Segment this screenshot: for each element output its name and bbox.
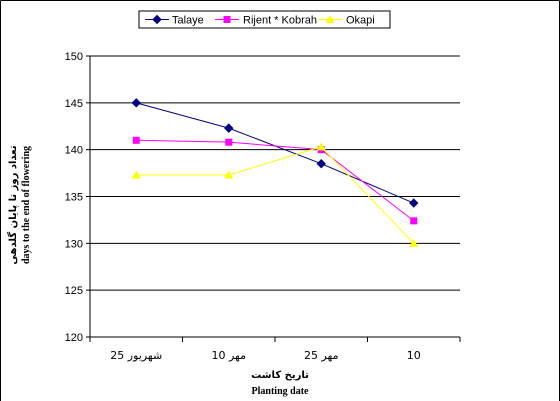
- data-point-talaye: [224, 123, 234, 133]
- x-tick-label: مهر 10: [211, 349, 246, 362]
- legend-marker-talaye: [152, 14, 162, 25]
- data-point-okapi: [409, 238, 419, 247]
- y-tick-label: 130: [65, 238, 83, 250]
- y-tick-label: 145: [65, 98, 83, 110]
- data-point-rijent-kobrah: [225, 138, 233, 146]
- y-tick-label: 135: [65, 192, 83, 204]
- legend-label-okapi: Okapi: [346, 15, 375, 27]
- y-tick-label: 140: [65, 145, 83, 157]
- legend: Talaye Rijent * Kobrah Okapi: [138, 10, 391, 29]
- x-axis-label-fa: تاریخ کاشت: [251, 370, 309, 381]
- y-axis-label-en: days to the end of flowering: [21, 146, 32, 264]
- x-tick-label: 10: [407, 349, 421, 362]
- data-point-okapi: [316, 142, 326, 151]
- plot-area: 120 125 130 135 140 145 150 شهریور 25 مهر 10 مهر …: [65, 51, 461, 362]
- legend-label-talaye: Talaye: [172, 15, 204, 27]
- y-axis-label-fa: تعداد روز تا پایان گلدهی: [6, 145, 19, 264]
- series-line-okapi: [136, 146, 415, 244]
- data-point-rijent-kobrah: [132, 136, 140, 144]
- x-tick-label: مهر 25: [304, 349, 339, 362]
- data-point-talaye: [409, 198, 419, 208]
- x-axis-label-en: Planting date: [252, 386, 310, 397]
- series-line-talaye: [136, 102, 414, 204]
- y-tick-label: 125: [65, 285, 83, 297]
- y-tick-label: 120: [65, 332, 83, 344]
- data-point-rijent-kobrah: [410, 217, 418, 225]
- data-point-talaye: [131, 98, 141, 108]
- data-point-talaye: [316, 159, 326, 169]
- legend-label-rijent-kobrah: Rijent * Kobrah: [243, 15, 317, 27]
- legend-marker-rijent-kobrah: [223, 16, 231, 23]
- legend-box: [138, 10, 391, 29]
- legend-marker-okapi: [325, 15, 335, 23]
- y-tick-label: 150: [65, 51, 83, 63]
- data-point-okapi: [224, 170, 234, 179]
- data-point-okapi: [131, 170, 141, 179]
- series-line-rijent-kobrah: [136, 139, 415, 222]
- x-tick-label: شهریور 25: [110, 349, 162, 362]
